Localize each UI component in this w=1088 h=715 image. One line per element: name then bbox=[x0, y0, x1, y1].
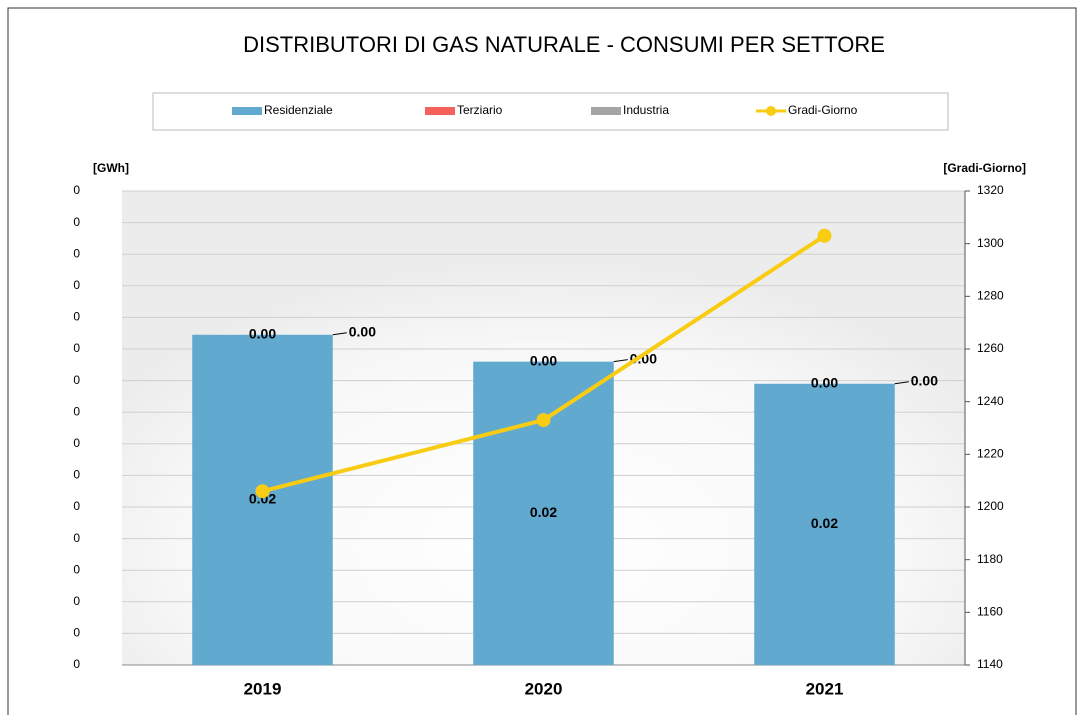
legend-dot bbox=[766, 106, 776, 116]
y2-tick-label: 1220 bbox=[977, 447, 1004, 461]
x-tick-label: 2019 bbox=[244, 679, 282, 698]
y2-tick-label: 1300 bbox=[977, 236, 1004, 250]
x-tick-label: 2020 bbox=[525, 679, 563, 698]
y-tick-label: 0 bbox=[73, 215, 80, 229]
chart-title: DISTRIBUTORI DI GAS NATURALE - CONSUMI P… bbox=[243, 32, 885, 57]
y2-tick-label: 1320 bbox=[977, 183, 1004, 197]
leader-line bbox=[894, 381, 909, 385]
data-label: 0.02 bbox=[811, 515, 838, 531]
legend-label: Residenziale bbox=[264, 103, 333, 117]
data-label: 0.00 bbox=[811, 374, 838, 390]
y-tick-label: 0 bbox=[73, 310, 80, 324]
y2-tick-label: 1280 bbox=[977, 289, 1004, 303]
y-tick-label: 0 bbox=[73, 341, 80, 355]
y-tick-label: 0 bbox=[73, 404, 80, 418]
y2-tick-label: 1140 bbox=[977, 657, 1003, 671]
data-label: 0.00 bbox=[530, 352, 557, 368]
line-point bbox=[536, 413, 551, 428]
y2-tick-label: 1200 bbox=[977, 499, 1004, 513]
legend-swatch bbox=[425, 107, 455, 115]
y-tick-label: 0 bbox=[73, 246, 80, 260]
y-tick-label: 0 bbox=[73, 626, 80, 640]
bar bbox=[473, 361, 614, 665]
data-label: 0.00 bbox=[249, 325, 276, 341]
data-label: 0.02 bbox=[249, 491, 276, 507]
y-tick-label: 0 bbox=[73, 562, 80, 576]
y-tick-label: 0 bbox=[73, 183, 80, 197]
leader-line bbox=[332, 332, 347, 336]
x-tick-label: 2021 bbox=[806, 679, 844, 698]
legend-label: Industria bbox=[623, 103, 669, 117]
y-tick-label: 0 bbox=[73, 278, 80, 292]
y2-tick-label: 1240 bbox=[977, 394, 1004, 408]
y-tick-label: 0 bbox=[73, 657, 80, 671]
legend-swatch bbox=[591, 107, 621, 115]
y-tick-label: 0 bbox=[73, 468, 80, 482]
legend-swatch bbox=[232, 107, 262, 115]
y-tick-label: 0 bbox=[73, 499, 80, 513]
line-point bbox=[255, 484, 270, 499]
y-tick-label: 0 bbox=[73, 531, 80, 545]
line-point bbox=[817, 228, 832, 243]
y2-tick-label: 1260 bbox=[977, 341, 1004, 355]
data-label: 0.00 bbox=[911, 372, 938, 388]
y-axis-title: [GWh] bbox=[93, 161, 129, 175]
data-label: 0.02 bbox=[530, 504, 557, 520]
frame bbox=[7, 7, 1077, 715]
data-label: 0.00 bbox=[349, 323, 376, 339]
legend-box bbox=[152, 92, 949, 131]
leader-line bbox=[613, 359, 628, 363]
data-label: 0.00 bbox=[630, 350, 657, 366]
y-tick-label: 0 bbox=[73, 594, 80, 608]
legend-label: Gradi-Giorno bbox=[788, 103, 858, 117]
y-tick-label: 0 bbox=[73, 373, 80, 387]
y-tick-label: 0 bbox=[73, 436, 80, 450]
y2-axis-title: [Gradi-Giorno] bbox=[943, 161, 1026, 175]
legend-label: Terziario bbox=[457, 103, 503, 117]
bar bbox=[192, 334, 333, 665]
y2-tick-label: 1160 bbox=[977, 605, 1003, 619]
y2-tick-label: 1180 bbox=[977, 552, 1003, 566]
bar bbox=[754, 383, 895, 665]
